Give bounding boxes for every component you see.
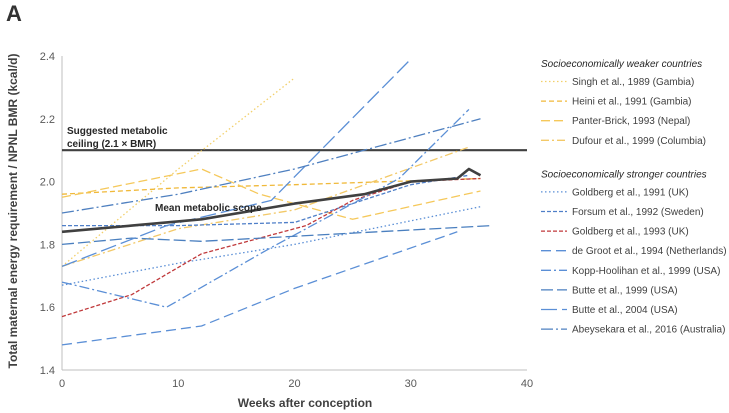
legend-label: Kopp-Hoolihan et al., 1999 (USA) xyxy=(572,266,720,277)
legend-label: Goldberg et al., 1993 (UK) xyxy=(572,227,689,238)
legend-label: de Groot et al., 1994 (Netherlands) xyxy=(572,246,727,257)
x-tick-label: 40 xyxy=(521,378,533,390)
legend-label: Panter-Brick, 1993 (Nepal) xyxy=(572,116,690,127)
series-line-6 xyxy=(61,177,481,318)
x-tick-label: 0 xyxy=(59,378,65,390)
ceiling-label-line2: ceiling (2.1 × BMR) xyxy=(67,139,156,150)
y-tick-label: 1.8 xyxy=(40,239,55,251)
series-line-7 xyxy=(61,231,458,346)
y-tick-labels: 1.4 1.6 1.8 2.0 2.2 2.4 xyxy=(40,51,55,377)
series-line-1 xyxy=(61,177,481,195)
axes xyxy=(61,56,527,371)
y-tick-label: 2.0 xyxy=(40,177,55,189)
series-lines xyxy=(61,58,493,346)
reference-line-group: Suggested metabolic ceiling (2.1 × BMR) xyxy=(62,126,527,152)
series-line-3 xyxy=(61,146,470,268)
legend-label: Goldberg et al., 1991 (UK) xyxy=(572,187,689,198)
legend: Socioeconomically weaker countries Singh … xyxy=(541,59,727,336)
mean-scope-annotation: Mean metabolic scope xyxy=(155,203,262,214)
x-tick-labels: 0 10 20 30 40 xyxy=(59,378,533,390)
y-tick-label: 1.4 xyxy=(40,365,55,377)
series-line-2 xyxy=(61,168,481,220)
y-axis-title: Total maternal energy requirement / NPNL… xyxy=(6,54,20,369)
x-tick-label: 30 xyxy=(405,378,417,390)
x-tick-label: 10 xyxy=(172,378,184,390)
legend-label: Dufour et al., 1999 (Columbia) xyxy=(572,136,706,147)
legend-label: Heini et al., 1991 (Gambia) xyxy=(572,97,692,108)
series-line-4 xyxy=(61,206,481,286)
legend-label: Butte et al., 2004 (USA) xyxy=(572,305,678,316)
legend-heading-0: Socioeconomically weaker countries xyxy=(541,59,702,70)
y-tick-label: 2.2 xyxy=(40,114,55,126)
legend-label: Forsum et al., 1992 (Sweden) xyxy=(572,207,704,218)
legend-label: Singh et al., 1989 (Gambia) xyxy=(572,77,694,88)
y-tick-label: 1.6 xyxy=(40,302,55,314)
y-tick-label: 2.4 xyxy=(40,51,55,63)
legend-label: Butte et al., 1999 (USA) xyxy=(572,285,678,296)
ceiling-label-line1: Suggested metabolic xyxy=(67,126,168,137)
x-axis-title: Weeks after conception xyxy=(238,396,372,410)
series-line-12 xyxy=(61,167,482,234)
series-line-9 xyxy=(61,224,493,246)
legend-label: Abeysekara et al., 2016 (Australia) xyxy=(572,325,725,336)
series-line-10 xyxy=(61,58,412,268)
panel-label: A xyxy=(6,1,22,26)
x-tick-label: 20 xyxy=(288,378,300,390)
legend-heading-1: Socioeconomically stronger countries xyxy=(541,169,707,180)
